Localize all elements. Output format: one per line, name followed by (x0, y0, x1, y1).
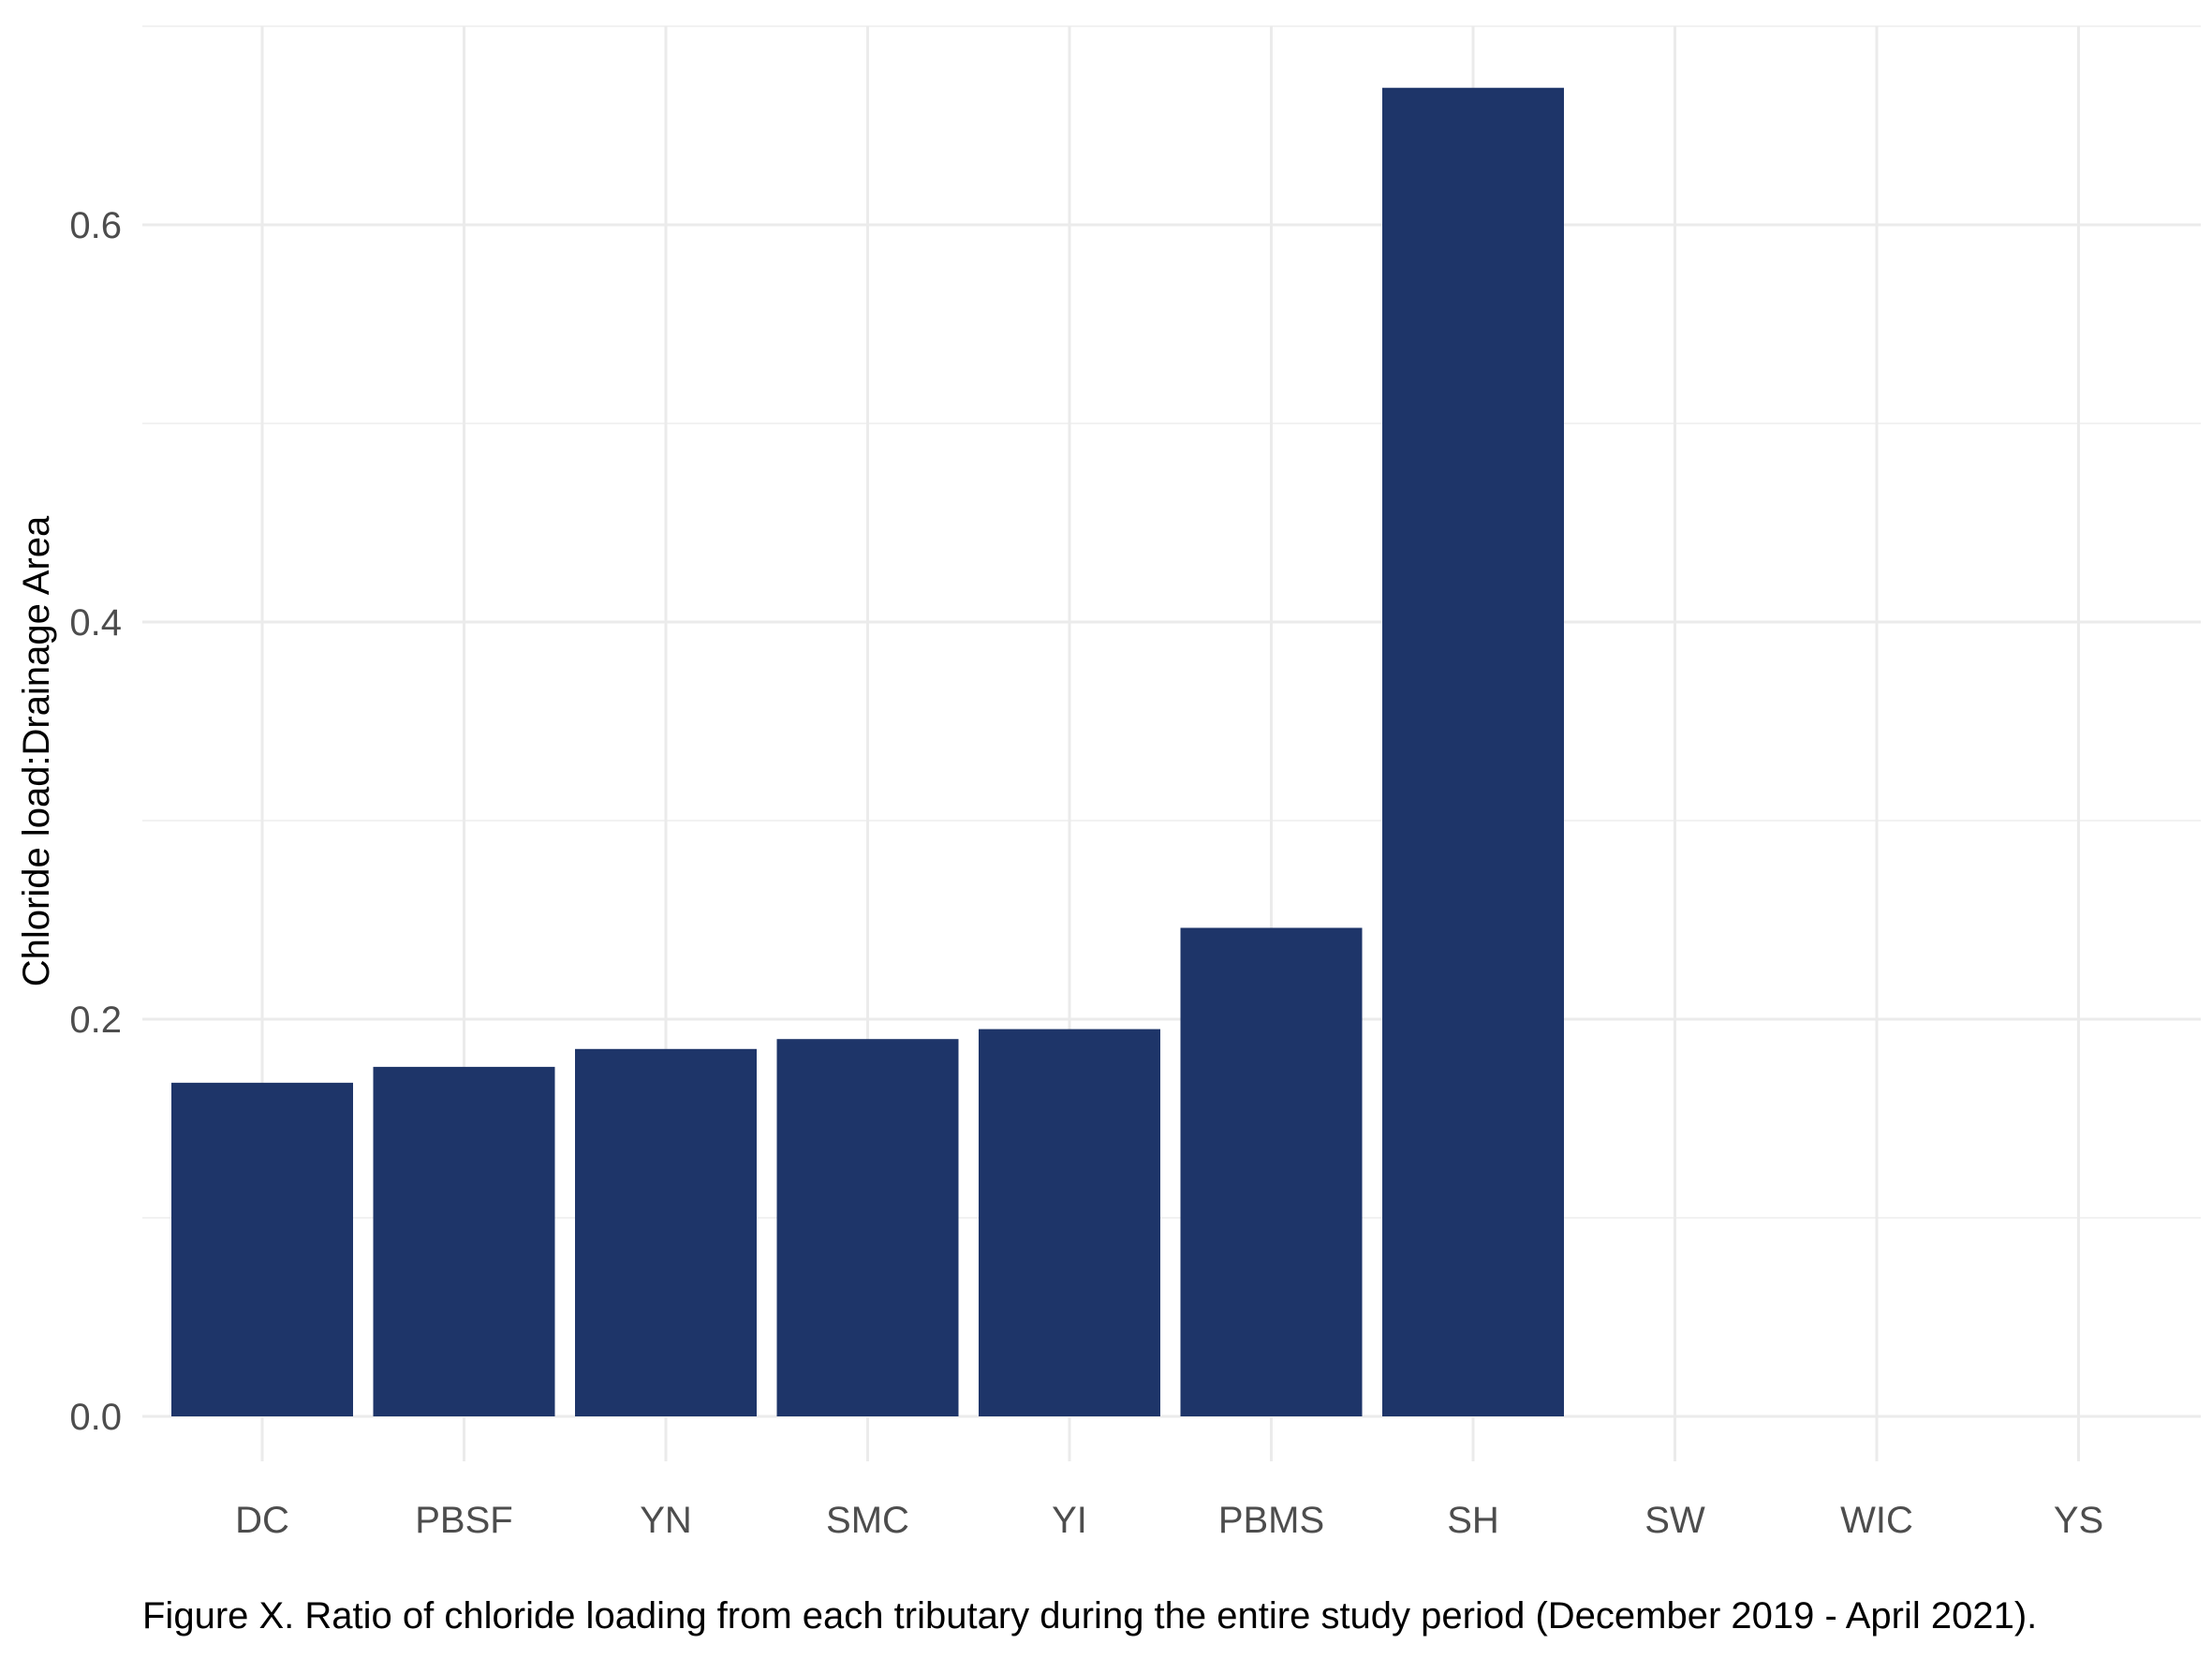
y-axis-ticks: 0.0 0.2 0.4 0.6 (69, 205, 122, 1438)
x-tick-label-wic: WIC (1840, 1500, 1913, 1541)
y-tick-label: 0.2 (69, 1000, 122, 1041)
x-axis-ticks: DC PBSF YN SMC YI PBMS SH SW WIC YS (235, 1500, 2103, 1541)
x-tick-label-pbms: PBMS (1218, 1500, 1324, 1541)
bar-yi (979, 1029, 1160, 1416)
x-tick-label-yi: YI (1052, 1500, 1087, 1541)
x-tick-label-smc: SMC (826, 1500, 909, 1541)
bar-pbms (1180, 927, 1363, 1416)
y-tick-label: 0.4 (69, 602, 122, 644)
bars (171, 87, 1564, 1417)
y-tick-label: 0.0 (69, 1397, 122, 1438)
x-tick-label-ys: YS (2054, 1500, 2103, 1541)
y-tick-label: 0.6 (69, 205, 122, 246)
bar-pbsf (373, 1066, 555, 1416)
figure-caption: Figure X. Ratio of chloride loading from… (142, 1595, 2037, 1637)
x-tick-label-dc: DC (235, 1500, 289, 1541)
x-tick-label-pbsf: PBSF (415, 1500, 512, 1541)
x-tick-label-sh: SH (1447, 1500, 1499, 1541)
bar-sh (1382, 87, 1564, 1417)
bar-yn (575, 1048, 757, 1416)
x-tick-label-yn: YN (640, 1500, 692, 1541)
y-axis-title: Chloride load:Drainage Area (16, 515, 57, 986)
x-tick-label-sw: SW (1644, 1500, 1705, 1541)
bar-dc (171, 1082, 353, 1416)
bar-smc (776, 1039, 959, 1416)
